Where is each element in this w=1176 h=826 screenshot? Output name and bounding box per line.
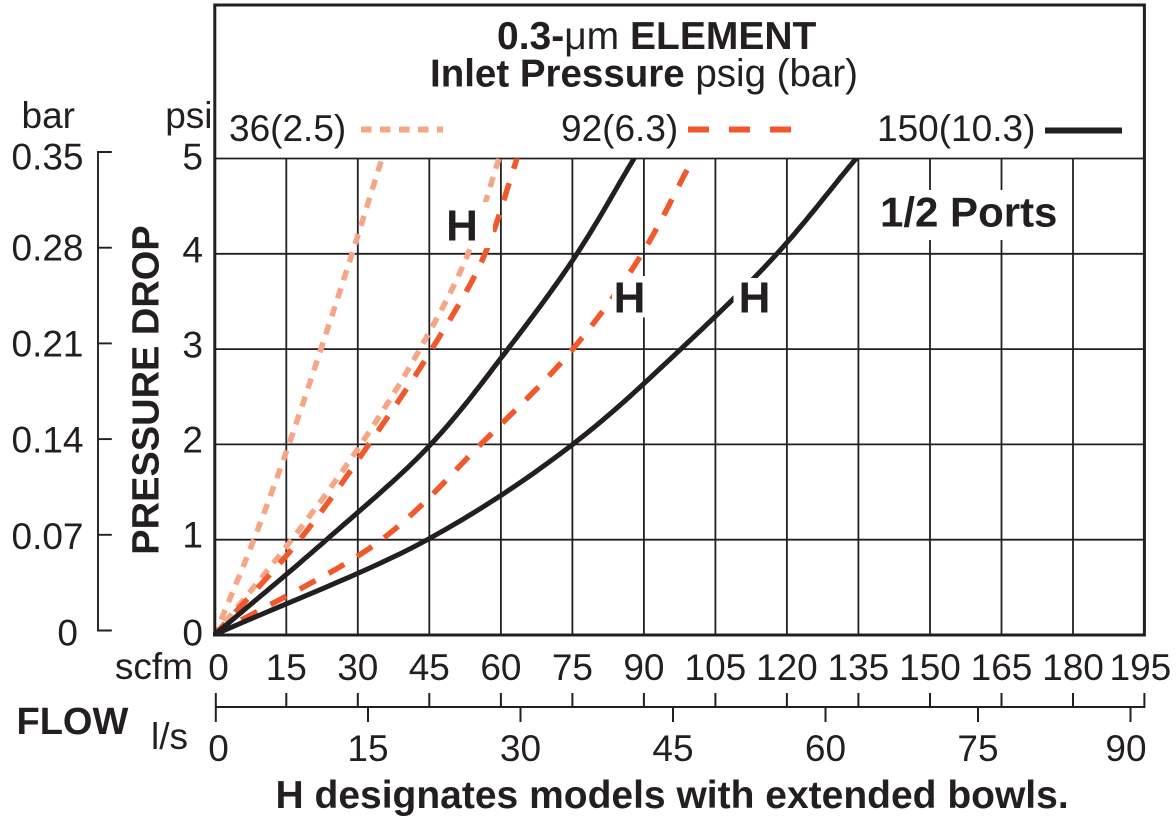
svg-text:H: H: [446, 202, 478, 251]
svg-text:0.07: 0.07: [12, 516, 84, 557]
svg-text:PRESSURE DROP: PRESSURE DROP: [125, 225, 167, 554]
svg-text:75: 75: [552, 647, 593, 688]
svg-text:bar: bar: [22, 95, 75, 136]
svg-text:105: 105: [685, 647, 747, 688]
svg-text:150: 150: [899, 647, 961, 688]
svg-text:Inlet Pressure psig (bar): Inlet Pressure psig (bar): [430, 53, 858, 96]
svg-text:90: 90: [623, 647, 664, 688]
svg-text:0.3-μm ELEMENT: 0.3-μm ELEMENT: [497, 15, 817, 58]
svg-text:0.14: 0.14: [12, 420, 84, 461]
svg-text:45: 45: [409, 647, 450, 688]
svg-text:H: H: [739, 274, 771, 323]
svg-text:H designates models with exten: H designates models with extended bowls.: [276, 774, 1069, 817]
svg-text:1/2 Ports: 1/2 Ports: [880, 188, 1057, 235]
svg-text:135: 135: [828, 647, 890, 688]
svg-text:scfm: scfm: [115, 646, 193, 687]
svg-text:0.35: 0.35: [12, 137, 84, 178]
svg-text:92(6.3): 92(6.3): [561, 108, 678, 149]
svg-text:1: 1: [182, 515, 203, 556]
svg-text:H: H: [614, 274, 646, 323]
svg-text:60: 60: [805, 728, 846, 769]
svg-text:195: 195: [1110, 647, 1172, 688]
svg-text:165: 165: [971, 647, 1033, 688]
svg-text:90: 90: [1105, 728, 1146, 769]
svg-text:2: 2: [182, 420, 203, 461]
svg-text:4: 4: [182, 230, 203, 271]
svg-text:5: 5: [182, 137, 203, 178]
svg-text:15: 15: [266, 647, 307, 688]
svg-text:psi: psi: [165, 95, 212, 136]
svg-text:3: 3: [182, 325, 203, 366]
svg-text:0: 0: [57, 613, 78, 654]
svg-text:150(10.3): 150(10.3): [877, 108, 1035, 149]
svg-text:30: 30: [500, 728, 541, 769]
svg-text:FLOW: FLOW: [17, 701, 129, 743]
svg-text:75: 75: [957, 728, 998, 769]
svg-text:0.28: 0.28: [12, 228, 84, 269]
svg-text:0: 0: [182, 613, 203, 654]
svg-text:36(2.5): 36(2.5): [229, 108, 346, 149]
svg-text:30: 30: [337, 647, 378, 688]
svg-text:0.21: 0.21: [12, 324, 84, 365]
svg-text:0: 0: [208, 728, 229, 769]
svg-text:120: 120: [756, 647, 818, 688]
svg-text:15: 15: [347, 728, 388, 769]
svg-text:l/s: l/s: [151, 716, 188, 757]
svg-text:60: 60: [480, 647, 521, 688]
svg-text:180: 180: [1042, 647, 1104, 688]
svg-text:0: 0: [208, 647, 229, 688]
svg-text:45: 45: [652, 728, 693, 769]
